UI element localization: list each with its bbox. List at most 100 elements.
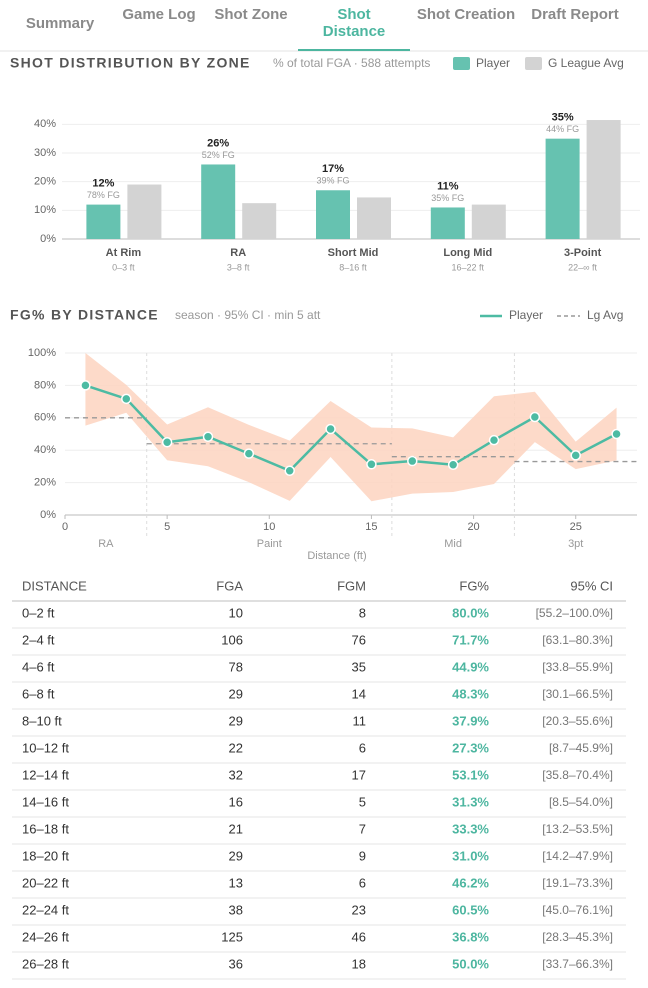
data-point	[161, 437, 173, 448]
tab[interactable]: Shot Distance	[322, 6, 386, 40]
table-cell: 22–24 ft	[22, 902, 69, 917]
table-cell: 46	[352, 929, 366, 944]
table-cell: 17	[352, 767, 366, 782]
x-tick-label: 0	[62, 521, 68, 533]
ci-band	[85, 353, 617, 502]
table-cell: [8.5–54.0%]	[549, 795, 613, 809]
y-tick-label: 40%	[34, 444, 56, 456]
active-tab-underline	[298, 49, 410, 51]
table-cell: [45.0–76.1%]	[542, 903, 613, 917]
x-tick-label: RA	[230, 247, 246, 259]
bar	[357, 197, 391, 239]
bar	[430, 207, 465, 239]
table-cell: [33.7–66.3%]	[542, 957, 613, 971]
table-cell: [33.8–55.9%]	[542, 660, 613, 674]
data-point	[243, 448, 255, 459]
tab[interactable]: Game Log	[122, 6, 196, 23]
table-cell: 27.3%	[452, 740, 489, 755]
table-cell: [8.7–45.9%]	[549, 741, 613, 755]
y-tick-label: 30%	[34, 147, 56, 159]
table-cell: 16	[229, 794, 243, 809]
y-tick-label: 60%	[34, 412, 56, 424]
value-label: 12%	[92, 178, 114, 190]
table-cell: 71.7%	[452, 632, 489, 647]
x-tick-label: Long Mid	[443, 247, 492, 259]
table-cell: 21	[229, 821, 243, 836]
fg-label: 78% FG	[87, 190, 120, 200]
x-tick-label: 10	[263, 521, 275, 533]
data-point	[611, 428, 622, 440]
value-label: 11%	[437, 180, 459, 192]
table-cell: 48.3%	[452, 686, 489, 701]
y-tick-label: 0%	[40, 233, 56, 245]
legend-label: Lg Avg	[587, 308, 623, 322]
table-cell: 29	[229, 713, 243, 728]
section-subtitle: season · 95% CI · min 5 att	[175, 308, 321, 322]
tab[interactable]: Draft Report	[531, 6, 619, 23]
table-cell: 7	[359, 821, 366, 836]
table-cell: 46.2%	[452, 875, 489, 890]
table-cell: 9	[359, 848, 366, 863]
data-point	[570, 450, 581, 461]
bar	[242, 203, 277, 239]
value-label: 17%	[322, 163, 344, 175]
table-cell: 18	[352, 956, 366, 971]
y-tick-label: 80%	[34, 379, 56, 391]
table-header: FGM	[337, 578, 366, 593]
fg-label: 52% FG	[202, 150, 235, 160]
table-cell: 2–4 ft	[22, 632, 55, 647]
data-point	[407, 455, 418, 467]
y-tick-label: 20%	[34, 477, 56, 489]
table-cell: 44.9%	[452, 659, 489, 674]
section-title: SHOT DISTRIBUTION BY ZONE	[10, 55, 251, 71]
table-cell: 50.0%	[452, 956, 489, 971]
table-cell: 29	[229, 848, 243, 863]
table-cell: [14.2–47.9%]	[542, 849, 613, 863]
table-header: 95% CI	[570, 578, 613, 593]
x-tick-label: At Rim	[106, 247, 142, 259]
table-cell: 29	[229, 686, 243, 701]
table-cell: 31.0%	[452, 848, 489, 863]
bar	[316, 190, 350, 239]
x-tick-label: 15	[365, 521, 377, 533]
tab[interactable]: Summary	[25, 15, 95, 32]
table-cell: 10–12 ft	[22, 740, 69, 755]
table-cell: 106	[221, 632, 243, 647]
data-point	[80, 380, 91, 391]
section-subtitle: % of total FGA · 588 attempts	[273, 56, 430, 70]
bar	[586, 120, 621, 239]
x-axis-label: Distance (ft)	[307, 550, 366, 562]
data-point	[488, 434, 500, 446]
table-cell: 16–18 ft	[22, 821, 69, 836]
table-header: FGA	[216, 578, 243, 593]
table-cell: 23	[352, 902, 366, 917]
y-tick-label: 40%	[34, 118, 56, 130]
data-point	[366, 459, 377, 470]
fg-label: 35% FG	[431, 193, 464, 203]
tab[interactable]: Shot Zone	[214, 6, 288, 23]
zone-label: 3pt	[568, 538, 583, 550]
x-tick-label: Short Mid	[328, 247, 379, 259]
data-point	[529, 411, 541, 423]
table-cell: [30.1–66.5%]	[542, 687, 613, 701]
table-cell: 76	[352, 632, 366, 647]
x-tick-label: 3-Point	[564, 247, 602, 259]
tab[interactable]: Shot Creation	[416, 6, 516, 23]
data-point	[325, 423, 336, 435]
y-tick-label: 100%	[28, 347, 56, 359]
bar	[127, 184, 162, 239]
table-cell: 14–16 ft	[22, 794, 69, 809]
x-sublabel: 0–3 ft	[112, 262, 135, 272]
table-cell: [63.1–80.3%]	[542, 633, 613, 647]
table-cell: 12–14 ft	[22, 767, 69, 782]
table-cell: 22	[229, 740, 243, 755]
data-point	[202, 431, 214, 443]
table-cell: 8	[359, 605, 366, 620]
x-tick-label: 20	[467, 521, 479, 533]
table-cell: 24–26 ft	[22, 929, 69, 944]
x-sublabel: 22–∞ ft	[568, 262, 597, 272]
bar	[471, 204, 506, 239]
table-header: DISTANCE	[22, 578, 87, 593]
